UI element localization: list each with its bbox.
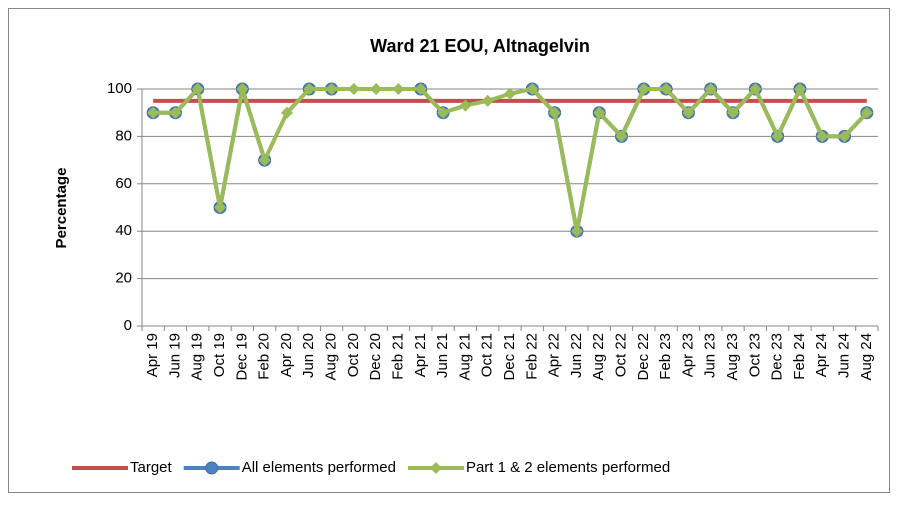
legend-label: Target: [130, 459, 173, 476]
point: [303, 83, 316, 95]
point: [437, 106, 450, 119]
x-tick-label: Feb 22: [523, 333, 540, 380]
point: [526, 83, 539, 95]
x-tick-label: Aug 24: [858, 333, 875, 381]
x-tick-label: Oct 20: [345, 333, 362, 377]
x-tick-label: Feb 24: [791, 333, 808, 380]
x-tick-label: Jun 22: [568, 333, 585, 378]
point: [504, 87, 516, 100]
point: [280, 106, 293, 119]
x-tick-label: Oct 23: [746, 333, 763, 377]
x-tick-label: Dec 20: [367, 333, 384, 381]
y-axis-label: Percentage: [53, 168, 70, 249]
chart-title: Ward 21 EOU, Altnagelvin: [370, 36, 590, 56]
point: [258, 154, 271, 167]
point: [615, 130, 628, 143]
x-tick-label: Jun 24: [836, 333, 853, 378]
x-tick-label: Aug 21: [456, 333, 473, 381]
x-tick-label: Aug 22: [590, 333, 607, 381]
point: [548, 106, 561, 119]
point: [660, 83, 673, 95]
chart-border: [8, 8, 890, 493]
x-tick-label: Oct 21: [479, 333, 496, 377]
x-tick-label: Oct 22: [612, 333, 629, 377]
y-tick-label: 100: [107, 80, 132, 97]
y-tick-label: 60: [115, 175, 132, 192]
x-tick-label: Jun 23: [702, 333, 719, 378]
x-tick-label: Dec 19: [233, 333, 250, 381]
x-tick-label: Apr 19: [144, 333, 161, 377]
point: [816, 130, 829, 143]
point: [593, 106, 606, 119]
x-tick-label: Jun 19: [166, 333, 183, 378]
point: [191, 83, 204, 95]
legend-label: Part 1 & 2 elements performed: [466, 459, 670, 476]
point: [793, 83, 806, 95]
point: [481, 94, 494, 107]
point: [727, 106, 740, 119]
point: [749, 83, 762, 95]
point: [838, 130, 851, 143]
x-tick-label: Apr 20: [278, 333, 295, 377]
y-tick-label: 40: [115, 222, 132, 239]
point: [147, 106, 160, 119]
y-tick-label: 20: [115, 270, 132, 287]
y-tick-label: 0: [124, 317, 132, 334]
point: [771, 130, 784, 143]
point: [325, 83, 338, 95]
point: [214, 201, 227, 214]
x-tick-label: Oct 19: [211, 333, 228, 377]
y-tick-label: 80: [115, 127, 132, 144]
point: [570, 225, 583, 238]
x-tick-label: Dec 22: [635, 333, 652, 381]
x-tick-label: Apr 24: [813, 333, 830, 377]
point: [414, 83, 427, 95]
point: [637, 83, 650, 95]
x-tick-label: Apr 23: [679, 333, 696, 377]
point: [682, 106, 695, 119]
x-tick-label: Aug 19: [189, 333, 206, 381]
point: [347, 83, 360, 95]
point: [860, 106, 873, 119]
point: [459, 99, 472, 112]
x-tick-label: Apr 22: [546, 333, 563, 377]
legend-marker: [205, 461, 219, 475]
x-tick-label: Dec 21: [501, 333, 518, 381]
x-tick-label: Jun 21: [434, 333, 451, 378]
x-tick-label: Aug 23: [724, 333, 741, 381]
legend-label: All elements performed: [242, 459, 396, 476]
x-tick-label: Aug 20: [323, 333, 340, 381]
x-tick-label: Apr 21: [412, 333, 429, 377]
x-tick-label: Feb 23: [657, 333, 674, 380]
x-tick-label: Feb 21: [389, 333, 406, 380]
x-tick-label: Feb 20: [256, 333, 273, 380]
point: [236, 83, 249, 95]
x-tick-label: Dec 23: [769, 333, 786, 381]
point: [704, 83, 717, 95]
x-tick-label: Jun 20: [300, 333, 317, 378]
point: [370, 83, 383, 95]
point: [169, 106, 182, 119]
legend-marker: [429, 462, 442, 474]
point: [392, 83, 405, 95]
